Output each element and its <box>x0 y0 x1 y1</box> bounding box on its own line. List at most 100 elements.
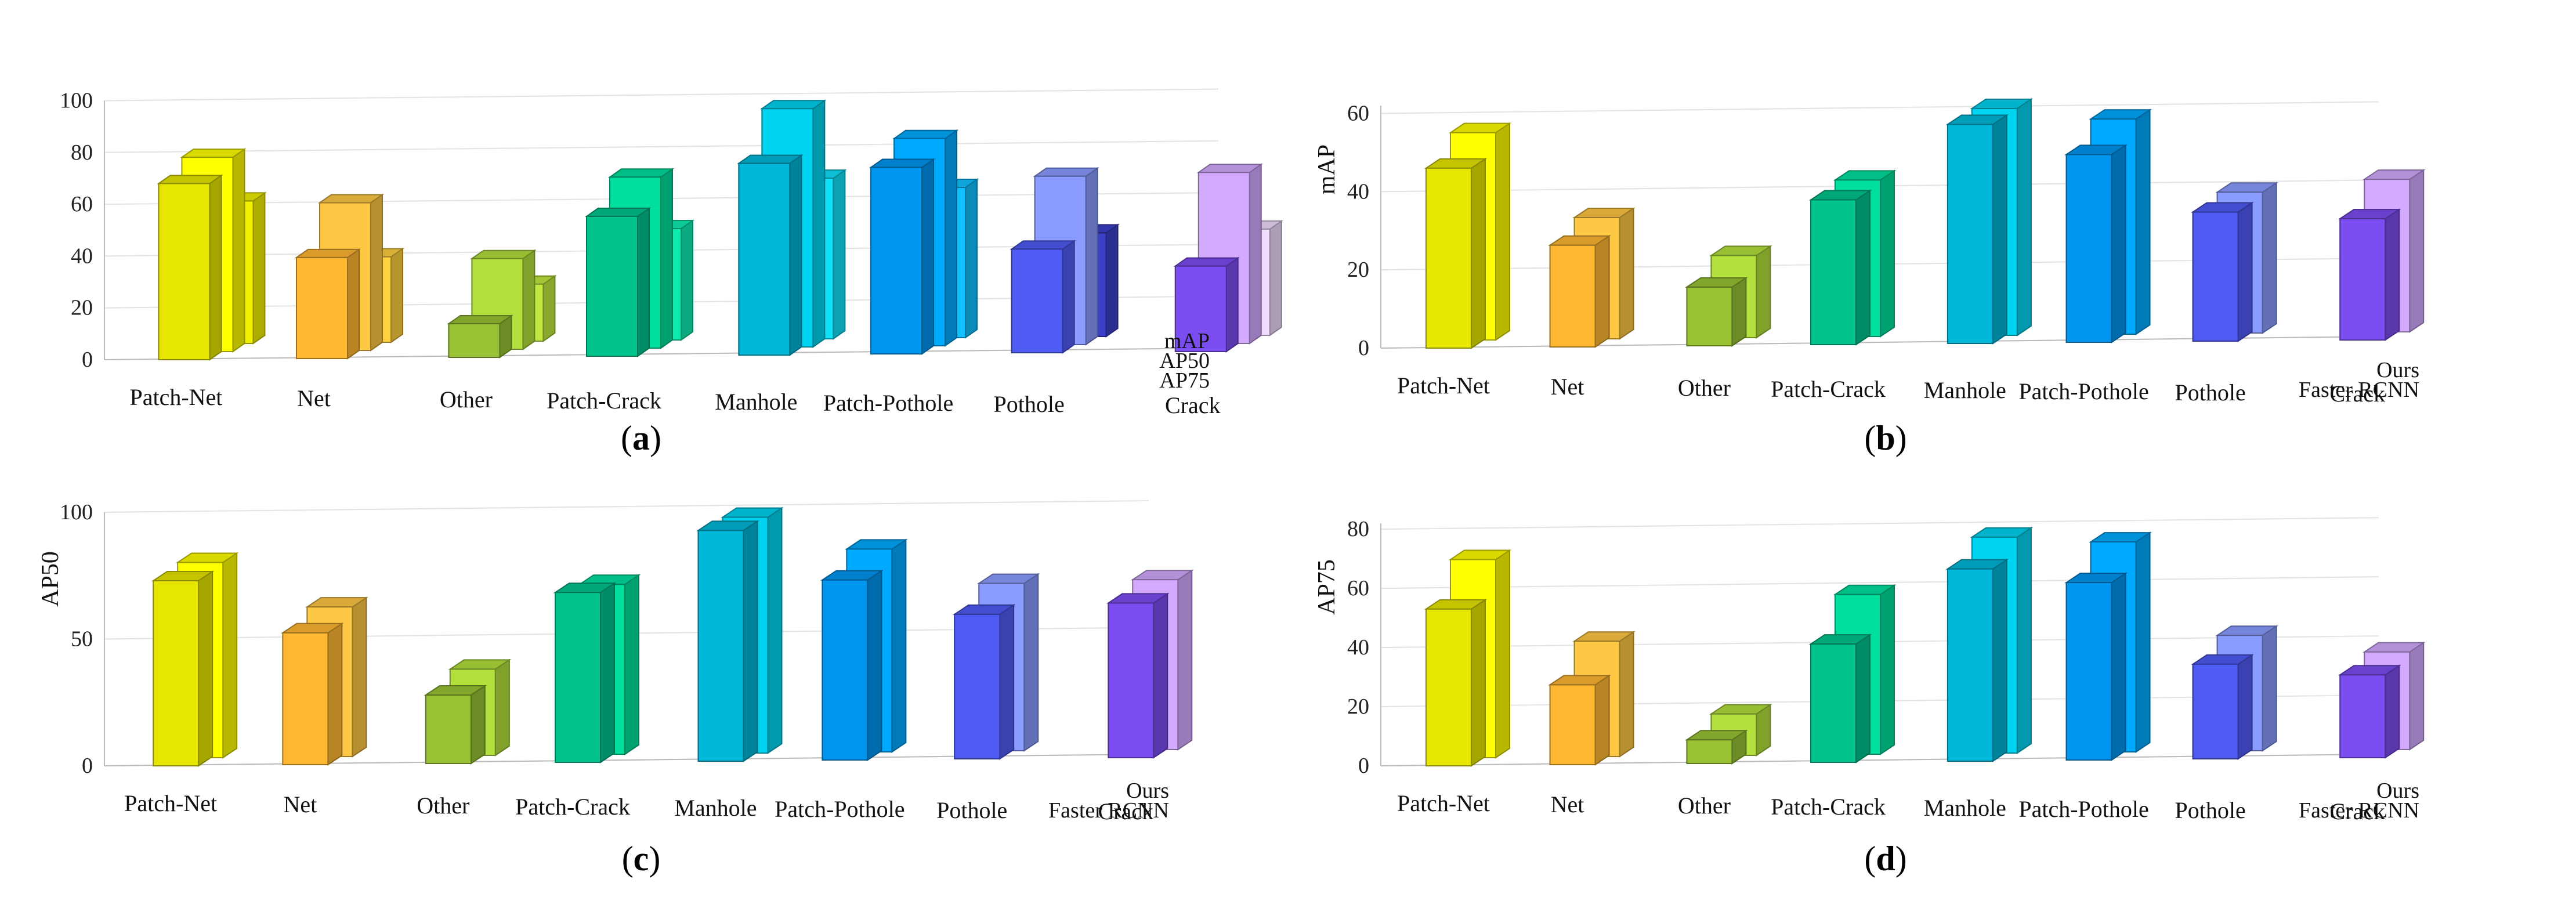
bar-side <box>1992 114 2007 345</box>
bar-front <box>1686 286 1733 347</box>
bar-side <box>891 538 907 753</box>
bar-d-faster-rcnn-7 <box>2338 664 2401 759</box>
bar-front <box>870 167 923 354</box>
bar-front <box>2065 582 2112 761</box>
bar-a-ap75-1 <box>294 248 361 360</box>
panel-letter: a <box>632 419 650 457</box>
bar-side <box>1992 558 2007 762</box>
bar-c-faster-rcnn-7 <box>1106 592 1170 759</box>
y-tick-label: 40 <box>71 244 93 268</box>
bar-front <box>1108 602 1155 759</box>
bar-front <box>586 215 638 357</box>
bar-c-faster-rcnn-5 <box>820 569 884 761</box>
bar-top <box>1010 240 1076 250</box>
y-tick-label: 40 <box>1347 179 1369 204</box>
gridline <box>104 500 1149 513</box>
bar-side <box>965 178 978 339</box>
bar-side <box>1023 573 1039 752</box>
bar-side <box>999 604 1015 760</box>
bar-side <box>494 658 510 757</box>
bar-top <box>294 248 361 258</box>
x-tick-label: Patch-Net <box>124 790 217 816</box>
legend-entry: Ours <box>2376 358 2419 382</box>
x-tick-label: Pothole <box>2175 797 2245 823</box>
bar-side <box>327 622 343 766</box>
bar-top <box>892 129 959 139</box>
bar-side <box>1594 674 1610 766</box>
bar-b-faster-rcnn-5 <box>2064 144 2128 343</box>
bar-b-faster-rcnn-4 <box>1945 114 2009 345</box>
y-tick-label: 100 <box>60 500 93 524</box>
bar-side <box>370 193 383 352</box>
panel-label: (a) <box>621 419 661 457</box>
bar-side <box>1225 256 1239 353</box>
y-tick-label: 80 <box>71 140 93 165</box>
bar-side <box>1269 220 1282 336</box>
bar-c-faster-rcnn-1 <box>281 622 344 766</box>
bar-side <box>2409 169 2425 333</box>
bar-side <box>2135 108 2151 335</box>
bar-c-faster-rcnn-2 <box>424 685 487 765</box>
panel-label: (b) <box>1864 419 1906 457</box>
bar-b-faster-rcnn-3 <box>1808 189 1872 346</box>
bar-side <box>2111 144 2126 343</box>
bar-a-ap75-2 <box>447 314 513 359</box>
bar-top <box>470 249 537 259</box>
bar-top <box>180 149 247 158</box>
bar-side <box>2409 641 2425 751</box>
gridline <box>1380 101 2379 114</box>
bar-side <box>637 207 650 357</box>
bar-c-faster-rcnn-4 <box>696 520 759 762</box>
bar-d-faster-rcnn-5 <box>2064 572 2128 761</box>
legend-entry: AP50 <box>1159 349 1210 373</box>
gridline <box>1380 576 2379 589</box>
bar-front <box>1947 568 1993 762</box>
bar-front <box>1425 608 1472 766</box>
bar-c-faster-rcnn-3 <box>553 582 617 764</box>
bar-side <box>1880 169 1895 338</box>
bar-front <box>1549 244 1596 348</box>
legend-entry: mAP <box>1164 329 1210 353</box>
y-tick-label: 60 <box>71 192 93 216</box>
y-tick-label: 60 <box>1347 101 1369 125</box>
bar-side <box>2111 572 2126 761</box>
bar-side <box>2016 527 2032 754</box>
bar-top <box>1033 167 1099 177</box>
bar-side <box>1105 223 1119 338</box>
bar-b-faster-rcnn-0 <box>1424 158 1488 349</box>
bar-c-faster-rcnn-0 <box>151 570 215 767</box>
y-tick-label: 0 <box>82 754 93 778</box>
x-tick-label: Pothole <box>936 797 1007 823</box>
x-tick-label: Patch-Net <box>129 384 222 410</box>
bar-front <box>158 183 211 360</box>
y-tick-label: 100 <box>60 89 93 113</box>
x-tick-label: Patch-Crack <box>515 794 630 820</box>
bar-d-faster-rcnn-0 <box>1424 598 1488 767</box>
chart-panel-b: 0 20 40 60 mAP Patch-Net Net Other Patch-Crack Ma… <box>1314 98 2426 457</box>
bar-a-ap75-5 <box>869 158 936 355</box>
y-tick-label: 20 <box>1347 258 1369 282</box>
bar-front <box>425 694 472 765</box>
bar-side <box>1619 631 1634 758</box>
x-tick-label: Crack <box>1098 798 1153 824</box>
bar-side <box>2385 664 2400 759</box>
bar-side <box>1756 245 1771 339</box>
x-tick-label: Pothole <box>993 391 1064 417</box>
bar-front <box>1947 124 1993 345</box>
bar-a-ap75-6 <box>1010 240 1076 354</box>
y-axis-label: AP75 <box>1314 559 1340 615</box>
bar-front <box>2065 154 2112 343</box>
bar-side <box>743 520 758 762</box>
bar-side <box>1062 240 1075 354</box>
bar-top <box>737 154 804 164</box>
bar-side <box>767 506 783 754</box>
bar-side <box>921 158 935 355</box>
x-tick-label: Crack <box>2329 798 2385 824</box>
x-tick-label: Patch-Net <box>1397 372 1490 399</box>
legend-entry: Faster RCNN <box>2299 378 2419 402</box>
bar-top <box>760 100 827 110</box>
gridline <box>1380 517 2379 530</box>
bar-side <box>2237 201 2253 342</box>
bar-side <box>209 174 222 361</box>
